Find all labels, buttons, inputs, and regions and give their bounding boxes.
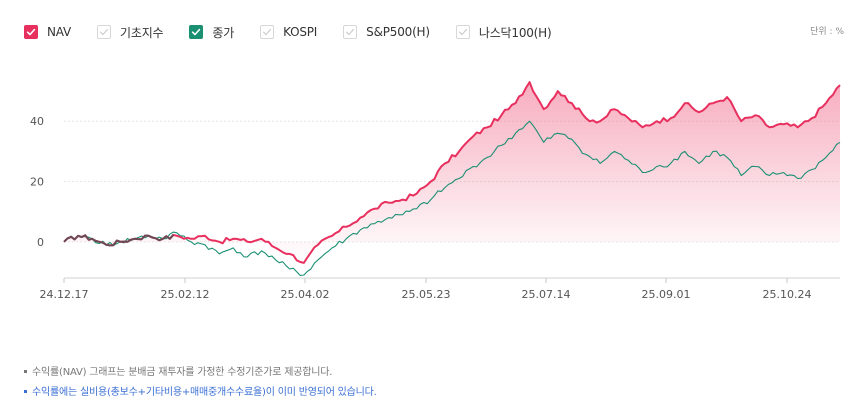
legend-label-nasdaq100: 나스닥100(H) [478,25,552,40]
bullet-icon [24,389,27,393]
check-icon [458,28,467,36]
legend-label-nav: NAV [47,25,72,39]
checkbox-nav[interactable] [24,25,38,39]
footnote-cost-text: 수익률에는 실비용(총보수+기타비용+매매중개수수료율)이 이미 반영되어 있습… [32,387,377,398]
series-line-close-price [63,120,841,277]
legend-item-base-index[interactable]: 기초지수 [97,24,164,41]
check-icon [263,28,272,36]
x-tick-label: 25.10.24 [763,288,812,301]
check-icon [26,28,36,36]
chart-legend: NAV 기초지수 종가 KOSPI S&P500(H) 나스닥100(H) [24,21,577,43]
checkbox-kospi[interactable] [260,25,275,39]
x-tick-label: 24.12.17 [40,288,89,301]
unit-label: 단위 : % [810,27,844,37]
checkbox-base-index[interactable] [97,25,112,39]
footnote-nav-note: 수익률(NAV) 그래프는 분배금 재투자를 가정한 수정기준가로 제공합니다. [24,363,377,383]
footnotes: 수익률(NAV) 그래프는 분배금 재투자를 가정한 수정기준가로 제공합니다.… [24,363,377,403]
checkbox-close-price[interactable] [189,25,204,39]
legend-label-sp500: S&P500(H) [366,25,430,39]
check-icon [99,28,109,36]
legend-item-sp500[interactable]: S&P500(H) [343,25,430,39]
y-tick-label: 40 [30,115,44,128]
legend-label-kospi: KOSPI [283,25,318,39]
y-tick-label: 20 [30,176,44,189]
x-tick-label: 25.07.14 [522,288,571,301]
legend-item-kospi[interactable]: KOSPI [260,25,317,39]
y-tick-label: 0 [37,236,44,249]
checkbox-nasdaq100[interactable] [455,25,470,39]
bullet-icon [24,369,27,373]
legend-item-nasdaq100[interactable]: 나스닥100(H) [455,24,552,41]
check-icon [346,28,355,36]
checkbox-sp500[interactable] [343,25,358,39]
x-tick-label: 25.04.02 [281,288,330,301]
x-tick-label: 25.05.23 [402,288,451,301]
x-tick-label: 25.09.01 [642,288,691,301]
nav-area-fill [64,82,840,263]
series-overlap-segment [63,234,175,247]
legend-label-base-index: 기초지수 [120,25,164,40]
legend-item-nav[interactable]: NAV [24,25,71,39]
footnote-nav-text: 수익률(NAV) 그래프는 분배금 재투자를 가정한 수정기준가로 제공합니다. [32,367,333,378]
legend-item-close-price[interactable]: 종가 [189,24,234,41]
check-icon [192,28,201,36]
series-line-nav [63,81,841,264]
x-tick-label: 25.02.12 [161,288,210,301]
footnote-cost-note: 수익률에는 실비용(총보수+기타비용+매매중개수수료율)이 이미 반영되어 있습… [24,383,377,403]
legend-label-close-price: 종가 [212,25,235,40]
